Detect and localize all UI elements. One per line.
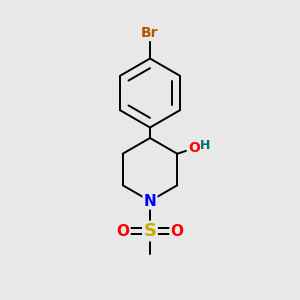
Text: O: O — [188, 141, 200, 155]
Text: N: N — [144, 194, 156, 208]
Text: O: O — [116, 224, 130, 238]
Text: O: O — [170, 224, 184, 238]
Text: S: S — [143, 222, 157, 240]
Text: Br: Br — [141, 26, 159, 40]
Text: H: H — [200, 139, 210, 152]
